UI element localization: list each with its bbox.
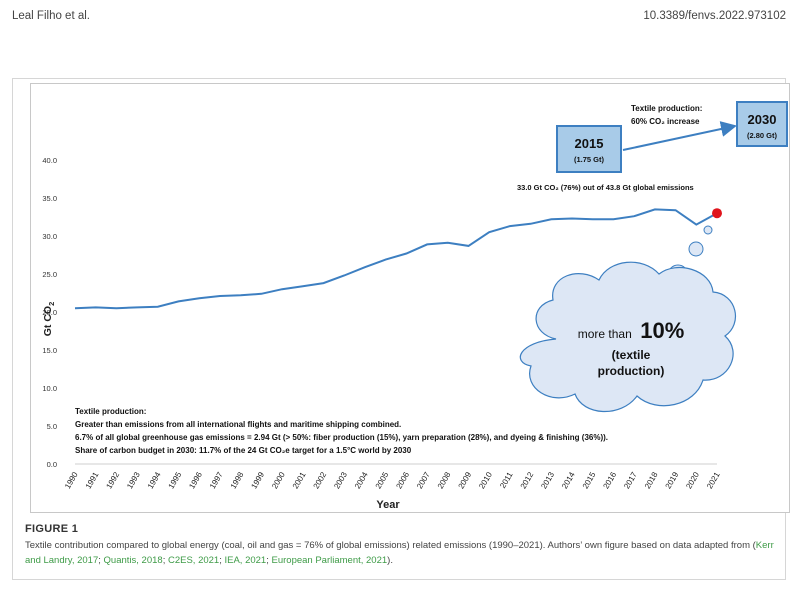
x-tick-label: 2008 — [436, 470, 453, 490]
x-tick-label: 2003 — [332, 470, 349, 490]
x-tick-label: 2005 — [374, 470, 391, 490]
x-axis-label: Year — [376, 499, 400, 511]
cloud-line2: (textile — [612, 348, 651, 362]
x-tick-label: 2012 — [519, 470, 536, 490]
textile-note-line: Share of carbon budget in 2030: 11.7% of… — [75, 446, 412, 455]
cloud-pre-text: more than — [578, 327, 632, 341]
y-tick-label: 10.0 — [42, 384, 57, 393]
caption-text: Textile contribution compared to global … — [25, 540, 756, 551]
box-2030-year: 2030 — [748, 112, 777, 127]
x-tick-label: 1997 — [208, 470, 225, 490]
x-tick-label: 1998 — [229, 470, 246, 490]
emissions-note: 33.0 Gt CO₂ (76%) out of 43.8 Gt global … — [517, 183, 694, 192]
x-tick-label: 1994 — [146, 470, 163, 490]
box-2015-year: 2015 — [575, 136, 604, 151]
textile-note-line: Textile production: — [75, 407, 146, 416]
emissions-series-line — [74, 208, 718, 310]
caption-ref-link[interactable]: C2ES, 2021 — [167, 555, 220, 566]
x-tick-label: 2020 — [684, 470, 701, 490]
textile-notes: Textile production: Greater than emissio… — [75, 407, 608, 455]
cloud-big-text: 10% — [640, 318, 684, 343]
x-tick-label: 2016 — [601, 470, 618, 490]
x-tick-label: 2009 — [457, 470, 474, 490]
y-tick-label: 25.0 — [42, 270, 57, 279]
caption-ref-link[interactable]: IEA, 2021 — [224, 555, 267, 566]
y-tick-label: 30.0 — [42, 232, 57, 241]
y-tick-label: 20.0 — [42, 308, 57, 317]
x-tick-label: 1999 — [249, 470, 266, 490]
textile-note-line: 6.7% of all global greenhouse gas emissi… — [75, 433, 608, 442]
point-2021-highlight — [712, 208, 722, 219]
textile-note-line: Greater than emissions from all internat… — [75, 420, 401, 429]
y-tick-label: 5.0 — [47, 422, 57, 431]
chart-box: 0.0 5.0 10.0 15.0 20.0 25.0 30.0 35.0 40.0 1990 1… — [30, 83, 790, 513]
caption-ref-link[interactable]: European Parliament, 2021 — [271, 555, 388, 566]
y-tick-label: 15.0 — [42, 346, 57, 355]
x-tick-label: 1991 — [84, 470, 101, 490]
figure-caption: Textile contribution compared to global … — [25, 540, 774, 566]
box-2015-value: (1.75 Gt) — [574, 155, 605, 164]
cloud-line3: production) — [598, 364, 665, 378]
caption-ref-link[interactable]: Quantis, 2018 — [103, 555, 163, 566]
textile-increase-line1: Textile production: — [631, 104, 702, 113]
x-tick-label: 1990 — [63, 470, 80, 490]
x-tick-label: 2001 — [291, 470, 308, 490]
x-tick-label: 2013 — [539, 470, 556, 490]
increase-arrow — [622, 121, 737, 151]
x-tick-label: 2006 — [394, 470, 411, 490]
x-tick-label: 2010 — [477, 470, 494, 490]
x-tick-label: 2000 — [270, 470, 287, 490]
x-tick-label: 2002 — [312, 470, 329, 490]
x-tick-label: 2018 — [643, 470, 660, 490]
x-tick-label: 1996 — [187, 470, 204, 490]
box-2030-callout: 2030 (2.80 Gt) — [736, 101, 788, 147]
x-tick-label: 2011 — [498, 470, 515, 490]
emissions-line-chart: 0.05.010.015.020.025.030.035.040.0 1990 1… — [42, 101, 788, 511]
figure-label: FIGURE 1 — [25, 523, 79, 535]
x-tick-label: 2014 — [560, 470, 577, 490]
x-tick-label: 2007 — [415, 470, 432, 490]
y-tick-label: 40.0 — [42, 156, 57, 165]
box-2015-callout: 2015 (1.75 Gt) — [556, 125, 622, 173]
thought-cloud: more than 10% (textile production) — [519, 225, 736, 413]
y-axis-label: Gt CO2 — [42, 302, 56, 337]
x-tick-label: 1995 — [167, 470, 184, 490]
x-tick-label: 2021 — [705, 470, 722, 490]
caption-ref-link[interactable]: Kerr and Landry, 2017 — [25, 540, 774, 566]
svg-text:more than 10%: more than 10% — [578, 318, 685, 343]
x-tick-label: 2004 — [353, 470, 370, 490]
x-tick-label: 1993 — [125, 470, 142, 490]
author-header: Leal Filho et al. — [12, 10, 90, 22]
doi-header: 10.3389/fenvs.2022.973102 — [643, 10, 786, 22]
x-tick-label: 2017 — [622, 470, 639, 490]
y-tick-label: 0.0 — [47, 460, 57, 469]
x-tick-label: 1992 — [104, 470, 121, 490]
textile-increase-line2: 60% CO₂ increase — [631, 117, 700, 126]
x-tick-label: 2015 — [581, 470, 598, 490]
y-tick-label: 35.0 — [42, 194, 57, 203]
figure-frame: 0.0 5.0 10.0 15.0 20.0 25.0 30.0 35.0 40.0 1990 1… — [12, 78, 790, 580]
caption-end: ). — [387, 555, 393, 566]
x-tick-label: 2019 — [664, 470, 681, 490]
box-2030-value: (2.80 Gt) — [747, 131, 778, 140]
